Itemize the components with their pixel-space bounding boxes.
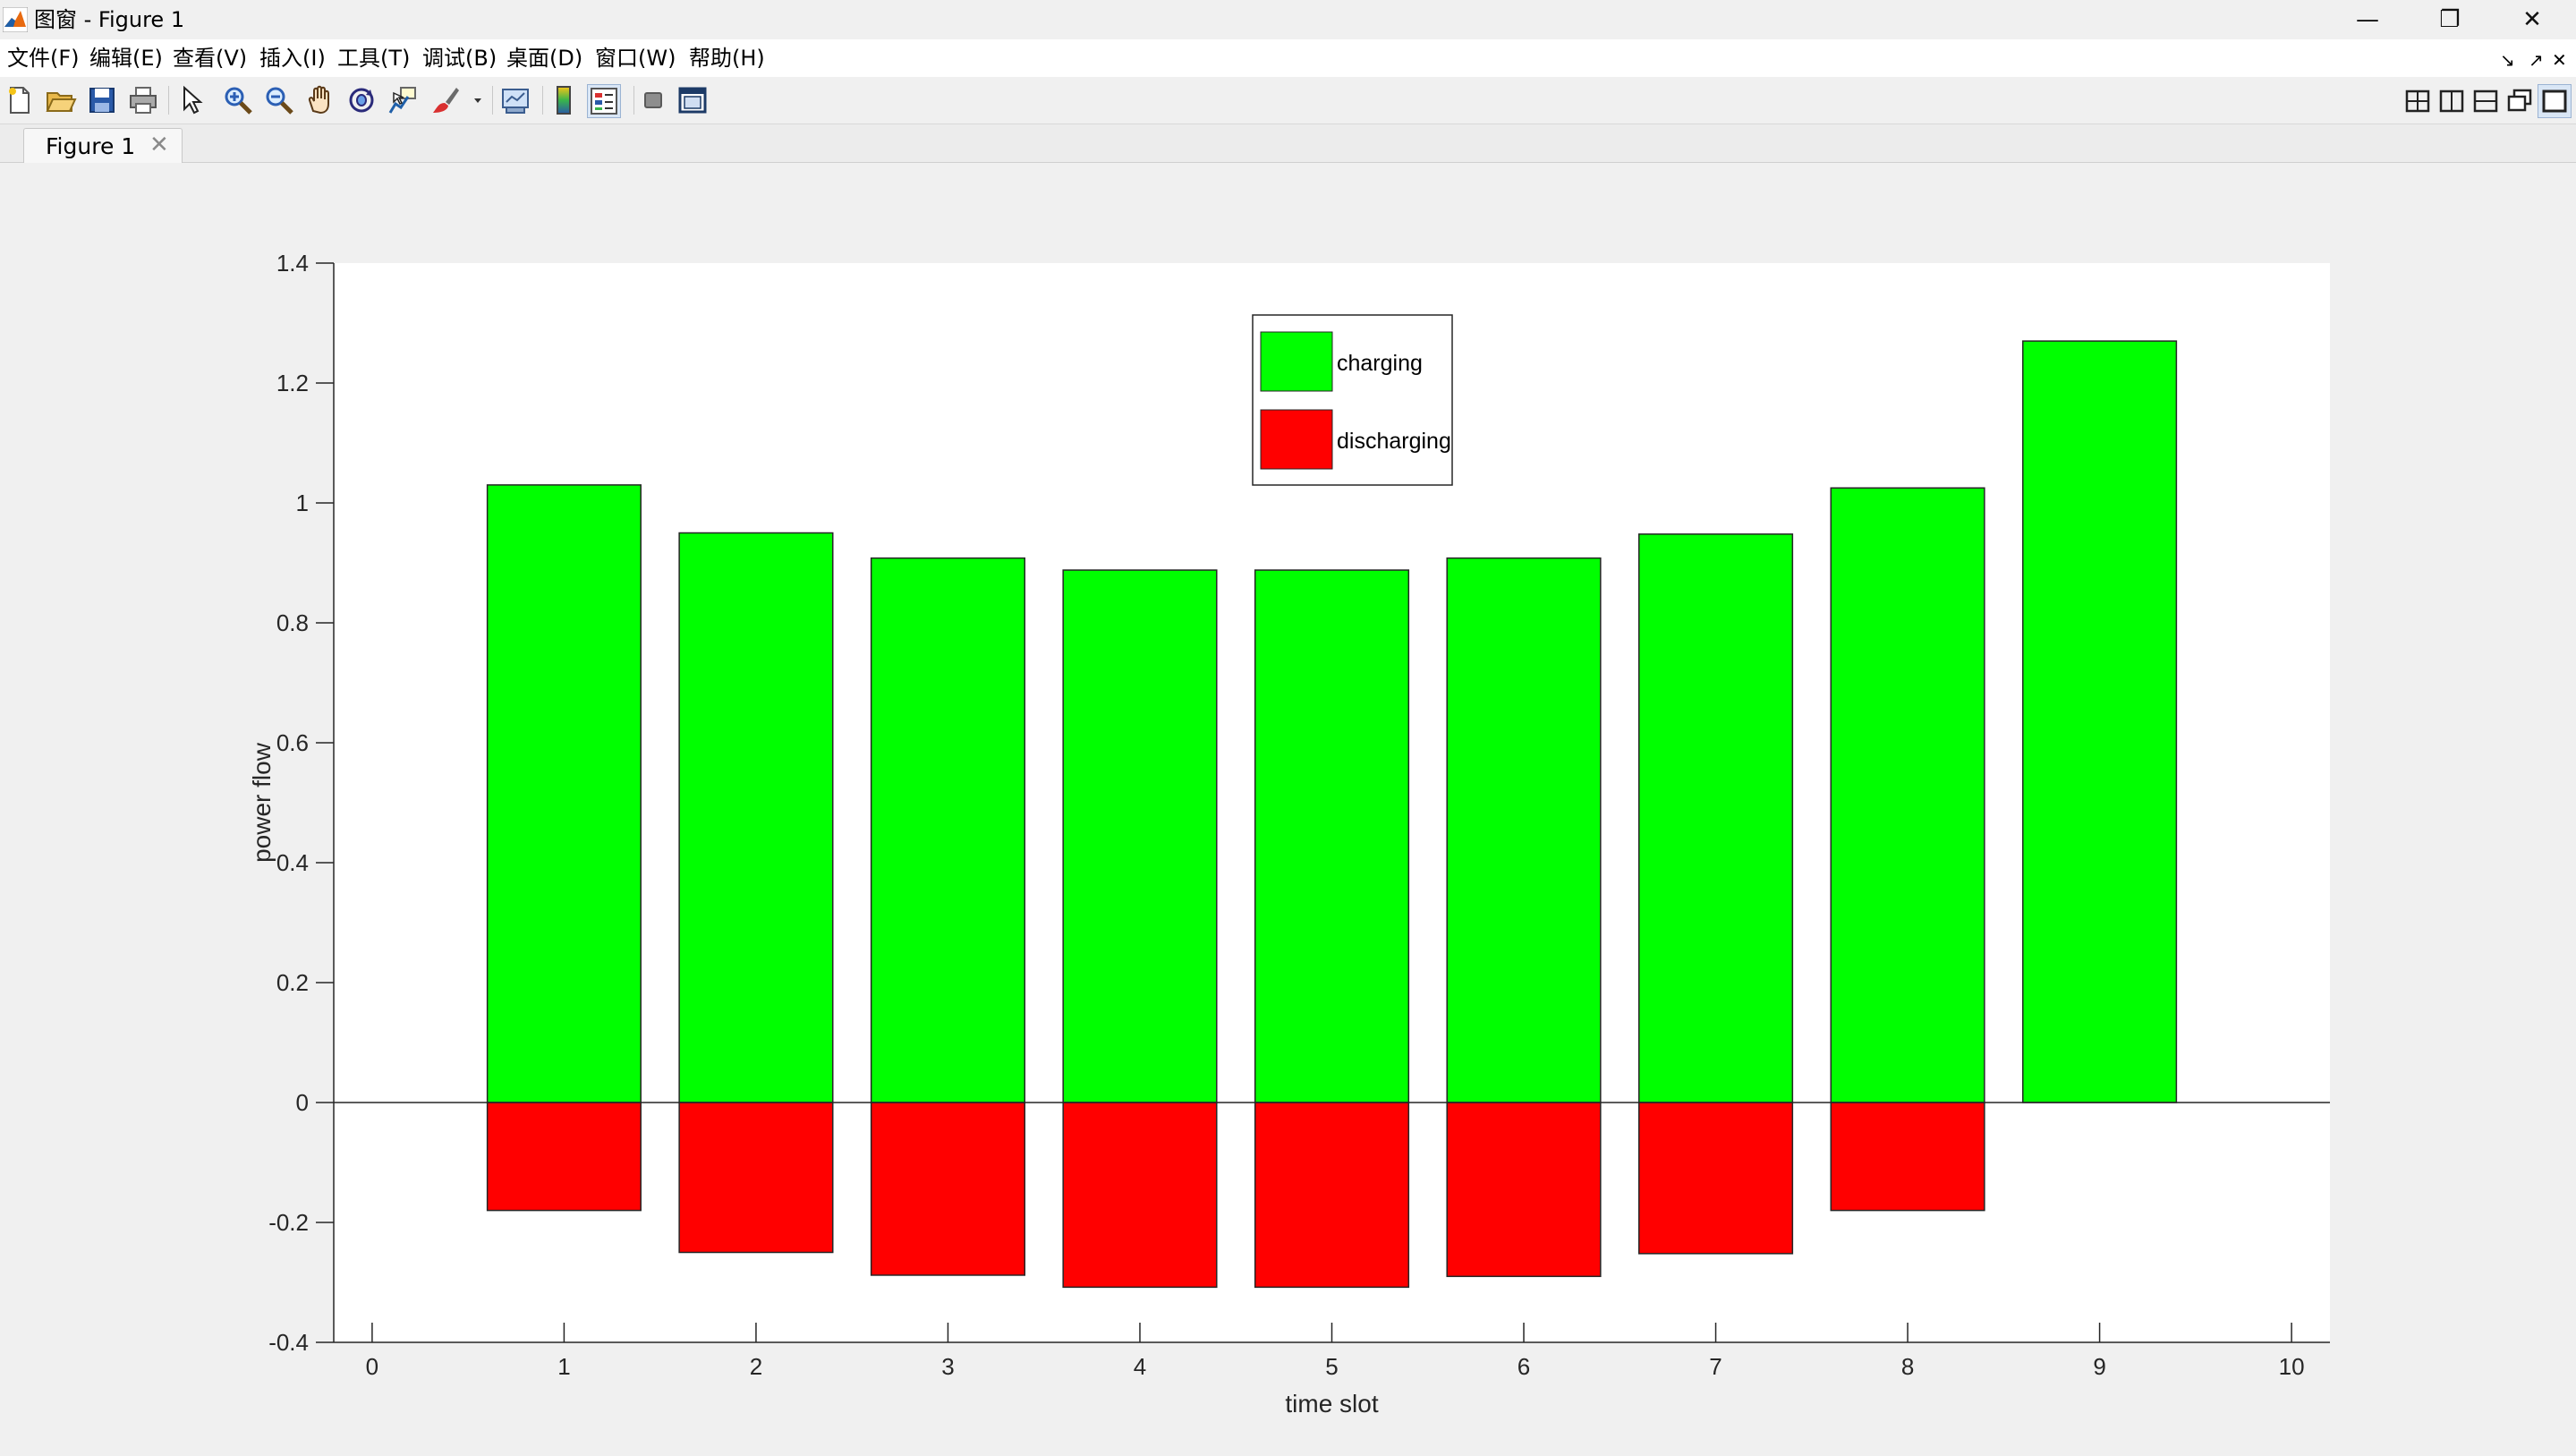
bar-charging-1[interactable] <box>486 484 642 1103</box>
y-axis-label: power flow <box>248 742 276 863</box>
tile-rows-icon[interactable] <box>2470 84 2502 116</box>
tile-columns-icon[interactable] <box>2436 84 2468 116</box>
colorbar-icon[interactable] <box>548 84 580 116</box>
x-tick-label: 0 <box>366 1353 378 1380</box>
bar-series-group <box>486 340 2178 1289</box>
legend-icon[interactable] <box>587 84 621 118</box>
new-figure-icon[interactable] <box>4 84 36 116</box>
title-bar: 图窗 - Figure 1 — ❐ ✕ <box>0 0 2576 39</box>
y-tick-label: 1.4 <box>276 250 309 277</box>
menu-insert[interactable]: 插入(I) <box>259 46 326 71</box>
y-tick-label: 0.8 <box>276 609 309 636</box>
show-plot-tools-icon[interactable] <box>676 84 709 116</box>
figure-toolbar <box>0 77 2576 124</box>
legend-swatch-discharging <box>1260 409 1333 470</box>
link-icon[interactable] <box>499 84 531 116</box>
bar-charging-6[interactable] <box>1446 557 1602 1103</box>
bar-charging-2[interactable] <box>678 532 834 1103</box>
legend-swatch-charging <box>1260 331 1333 392</box>
x-ticks: 0 1 2 3 4 5 6 7 8 9 10 <box>366 1323 2305 1380</box>
bar-charging-8[interactable] <box>1830 487 1985 1103</box>
menu-desktop[interactable]: 桌面(D) <box>506 46 583 71</box>
tab-label: Figure 1 <box>46 133 136 159</box>
rotate-3d-icon[interactable] <box>345 84 378 116</box>
bar-discharging-4[interactable] <box>1062 1102 1218 1289</box>
dock-button[interactable]: ↗ <box>2529 49 2544 71</box>
menu-edit[interactable]: 编辑(E) <box>89 46 163 71</box>
y-tick-label: 0.2 <box>276 969 309 996</box>
close-figure-button[interactable]: ✕ <box>2552 49 2567 71</box>
x-tick-label: 2 <box>750 1353 762 1380</box>
bar-charging-4[interactable] <box>1062 569 1218 1103</box>
x-axis-label: time slot <box>1285 1390 1378 1418</box>
y-tick-label: 0.4 <box>276 849 309 876</box>
bar-charging-5[interactable] <box>1254 569 1410 1103</box>
data-cursor-icon[interactable] <box>387 84 419 116</box>
bar-discharging-1[interactable] <box>486 1102 642 1212</box>
x-tick-label: 3 <box>941 1353 954 1380</box>
legend-label-charging: charging <box>1337 351 1423 376</box>
legend-label-discharging: discharging <box>1337 429 1451 454</box>
restore-button[interactable]: ❐ <box>2439 6 2461 33</box>
window-title: 图窗 - Figure 1 <box>34 7 185 32</box>
menu-view[interactable]: 查看(V) <box>173 46 248 71</box>
y-ticks: -0.4 -0.2 0 0.2 0.4 0.6 0.8 1 1.2 1.4 <box>268 250 334 1356</box>
close-tab-icon[interactable]: ✕ <box>149 132 169 158</box>
menu-help[interactable]: 帮助(H) <box>689 46 765 71</box>
x-tick-label: 8 <box>1901 1353 1914 1380</box>
figure-tab-strip: Figure 1 ✕ <box>0 124 2576 163</box>
print-icon[interactable] <box>127 84 159 116</box>
x-tick-label: 5 <box>1325 1353 1338 1380</box>
x-tick-label: 10 <box>2279 1353 2305 1380</box>
bar-discharging-2[interactable] <box>678 1102 834 1254</box>
tile-grid-icon[interactable] <box>2402 84 2434 116</box>
menu-bar: 文件(F) 编辑(E) 查看(V) 插入(I) 工具(T) 调试(B) 桌面(D… <box>0 39 2576 77</box>
maximize-figure-icon[interactable] <box>2538 84 2572 118</box>
y-tick-label: 1.2 <box>276 370 309 396</box>
close-window-button[interactable]: ✕ <box>2522 6 2542 33</box>
zoom-out-icon[interactable] <box>263 84 295 116</box>
menu-file[interactable]: 文件(F) <box>7 46 80 71</box>
bar-discharging-5[interactable] <box>1254 1102 1410 1289</box>
y-tick-label: 1 <box>296 490 309 516</box>
bar-discharging-8[interactable] <box>1830 1102 1985 1212</box>
pointer-icon[interactable] <box>175 84 208 116</box>
open-file-icon[interactable] <box>45 84 77 116</box>
y-tick-label: 0 <box>296 1089 309 1116</box>
x-tick-label: 4 <box>1134 1353 1146 1380</box>
menu-window[interactable]: 窗口(W) <box>595 46 676 71</box>
bar-discharging-3[interactable] <box>870 1102 1026 1276</box>
bar-charging-9[interactable] <box>2022 340 2178 1103</box>
float-window-icon[interactable] <box>2504 84 2536 116</box>
x-tick-label: 1 <box>557 1353 570 1380</box>
undock-button[interactable]: ↘ <box>2500 49 2515 71</box>
pan-hand-icon[interactable] <box>304 84 336 116</box>
bar-chart[interactable]: -0.4 -0.2 0 0.2 0.4 0.6 0.8 1 1.2 1.4 0 1 2 3 4 5 6 7 8 9 1… <box>0 163 2576 1456</box>
bar-discharging-7[interactable] <box>1637 1102 1794 1255</box>
tab-figure-1[interactable]: Figure 1 ✕ <box>23 128 183 163</box>
x-tick-label: 9 <box>2093 1353 2105 1380</box>
y-tick-label: -0.2 <box>268 1209 309 1236</box>
x-tick-label: 6 <box>1518 1353 1530 1380</box>
menu-tools[interactable]: 工具(T) <box>337 46 411 71</box>
chevron-down-icon[interactable] <box>472 95 483 106</box>
hide-plot-tools-icon[interactable] <box>637 84 669 116</box>
figure-canvas: -0.4 -0.2 0 0.2 0.4 0.6 0.8 1 1.2 1.4 0 1 2 3 4 5 6 7 8 9 1… <box>0 163 2576 1456</box>
matlab-logo-icon <box>3 7 28 32</box>
brush-icon[interactable] <box>429 84 462 116</box>
bar-charging-3[interactable] <box>870 557 1026 1103</box>
legend[interactable]: charging discharging <box>1252 314 1453 486</box>
bar-discharging-6[interactable] <box>1446 1102 1602 1278</box>
bar-charging-7[interactable] <box>1637 533 1794 1103</box>
zoom-in-icon[interactable] <box>222 84 254 116</box>
y-tick-label: 0.6 <box>276 729 309 756</box>
x-tick-label: 7 <box>1709 1353 1722 1380</box>
menu-debug[interactable]: 调试(B) <box>422 46 497 71</box>
save-icon[interactable] <box>86 84 118 116</box>
minimize-button[interactable]: — <box>2356 6 2379 33</box>
y-tick-label: -0.4 <box>268 1329 309 1356</box>
